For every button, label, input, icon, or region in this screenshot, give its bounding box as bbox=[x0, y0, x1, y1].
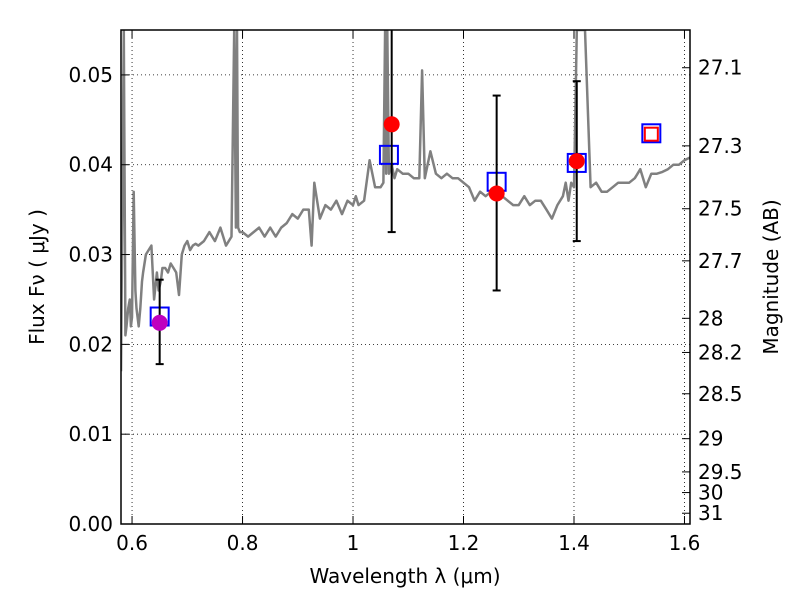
plot-frame bbox=[120, 29, 691, 525]
x-axis-label: Wavelength λ (μm) bbox=[309, 564, 500, 588]
y2-tick-label: 30 bbox=[698, 481, 723, 505]
y2-tick-label: 28.2 bbox=[698, 340, 743, 364]
y2-tick-label: 28 bbox=[698, 306, 723, 330]
model-square-marker bbox=[641, 123, 662, 144]
x-tick-label: 1.6 bbox=[669, 531, 701, 555]
y-tick-label: 0.01 bbox=[68, 422, 113, 446]
observed-flux-point bbox=[568, 153, 585, 170]
x-tick-label: 0.8 bbox=[227, 531, 259, 555]
y-tick-label: 0.02 bbox=[68, 332, 113, 356]
y-tick-label: 0.05 bbox=[68, 63, 113, 87]
x-tick-label: 1.4 bbox=[558, 531, 590, 555]
y2-tick-label: 31 bbox=[698, 501, 723, 525]
observed-flux-point bbox=[488, 185, 505, 202]
y2-tick-label: 29.5 bbox=[698, 460, 743, 484]
y2-tick-label: 27.7 bbox=[698, 249, 743, 273]
observed-flux-point bbox=[383, 116, 400, 133]
y-tick-label: 0.04 bbox=[68, 153, 113, 177]
plot-content bbox=[121, 30, 690, 372]
x-tick-label: 1.2 bbox=[448, 531, 480, 555]
y2-axis-label: Magnitude (AB) bbox=[759, 199, 783, 354]
x-tick-label: 0.6 bbox=[116, 531, 148, 555]
axes: 0.6 0.8 1 1.2 1.4 1.6 0.00 0.01 0.02 0.03 0.04 0.05… bbox=[68, 29, 743, 555]
spectrum-line bbox=[121, 30, 690, 372]
observed-flux-point bbox=[151, 314, 168, 331]
y2-tick-label: 28.5 bbox=[698, 382, 743, 406]
y-axis-label: Flux Fν ( μJy ) bbox=[25, 209, 49, 345]
y2-tick-label: 27.3 bbox=[698, 134, 743, 158]
y-tick-label: 0.00 bbox=[68, 512, 113, 536]
y2-tick-label: 27.5 bbox=[698, 197, 743, 221]
y-tick-label: 0.03 bbox=[68, 243, 113, 267]
model-square-marker bbox=[643, 126, 659, 142]
y2-tick-label: 29 bbox=[698, 427, 723, 451]
model-square-marker bbox=[378, 144, 399, 165]
y2-tick-label: 27.1 bbox=[698, 56, 743, 80]
plot-area bbox=[121, 30, 690, 524]
x-tick-label: 1 bbox=[347, 531, 360, 555]
